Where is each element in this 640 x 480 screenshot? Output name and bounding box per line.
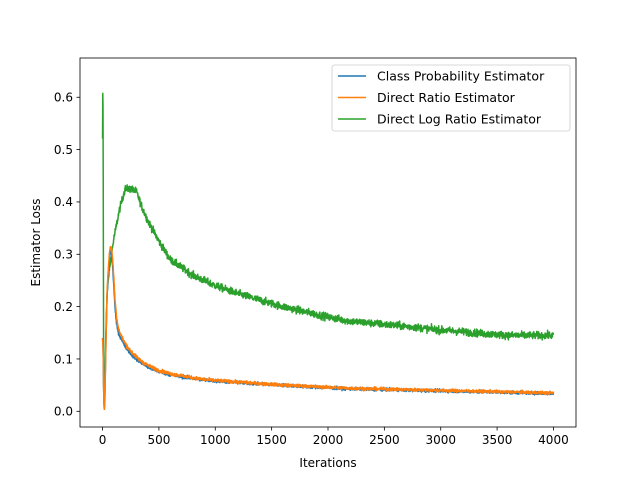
y-tick-label: 0.0 [54,405,73,419]
x-tick-label: 4000 [538,433,569,447]
y-axis: 0.0 0.1 0.2 0.3 0.4 0.5 0.6 [54,91,80,419]
legend: Class Probability Estimator Direct Ratio … [331,64,571,132]
legend-label-2: Direct Log Ratio Estimator [377,112,542,127]
y-tick-label: 0.1 [54,352,73,366]
y-tick-label: 0.6 [54,91,73,105]
series-line-2 [101,92,555,407]
x-tick-label: 3000 [425,433,456,447]
y-tick-label: 0.3 [54,248,73,262]
y-axis-label: Estimator Loss [29,198,43,286]
legend-box [331,64,571,132]
x-tick-label: 1000 [200,433,231,447]
y-tick-label: 0.4 [54,195,73,209]
x-tick-label: 2500 [369,433,400,447]
x-tick-label: 2000 [313,433,344,447]
x-tick-label: 0 [99,433,107,447]
x-tick-label: 500 [147,433,170,447]
x-axis: 0 500 1000 1500 2000 2500 3000 3500 4000 [99,427,569,447]
x-tick-label: 3500 [482,433,513,447]
legend-label-1: Direct Ratio Estimator [377,90,516,105]
series-line-1 [101,245,555,411]
series-layer [101,92,555,411]
y-tick-label: 0.5 [54,143,73,157]
x-axis-label: Iterations [299,456,356,470]
y-tick-label: 0.2 [54,300,73,314]
x-tick-label: 1500 [256,433,287,447]
legend-label-0: Class Probability Estimator [377,69,545,84]
